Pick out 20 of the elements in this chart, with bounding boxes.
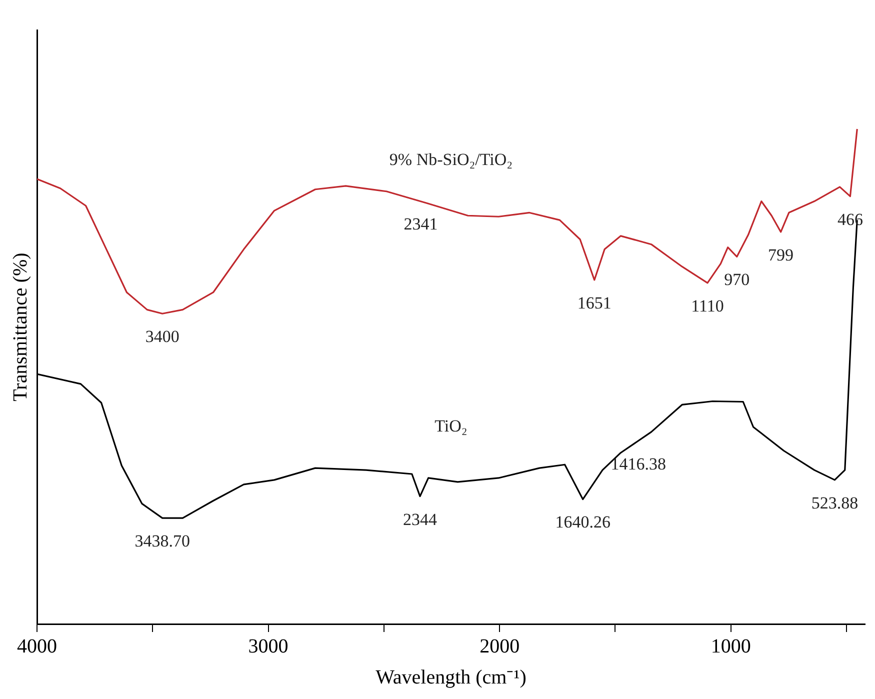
annotation: 799 — [768, 245, 794, 264]
x-tick-label: 3000 — [248, 635, 288, 658]
x-axis-title: Wavelength (cm⁻¹) — [376, 666, 526, 688]
annotation: 466 — [837, 210, 863, 229]
x-tick-label: 1000 — [710, 635, 751, 658]
series-label: 9% Nb-SiO₂/TiO₂ — [389, 150, 513, 170]
annotation: 2341 — [404, 214, 438, 234]
text: TiO₂ — [434, 416, 468, 436]
x-tick-label: 4000 — [17, 635, 57, 658]
annotation: 970 — [724, 270, 750, 290]
annotation: 3400 — [145, 327, 180, 346]
annotation: 1416.38 — [610, 454, 666, 474]
annotation: 1640.26 — [555, 512, 610, 532]
annotation: 523.88 — [811, 493, 858, 512]
y-axis-title: Transmittance (%) — [9, 252, 32, 402]
annotation: 2344 — [403, 510, 438, 529]
annotation: 1110 — [691, 296, 724, 316]
annotation: 3438.70 — [134, 532, 190, 551]
x-tick-label: 2000 — [480, 635, 520, 658]
annotation: 1651 — [577, 293, 612, 312]
